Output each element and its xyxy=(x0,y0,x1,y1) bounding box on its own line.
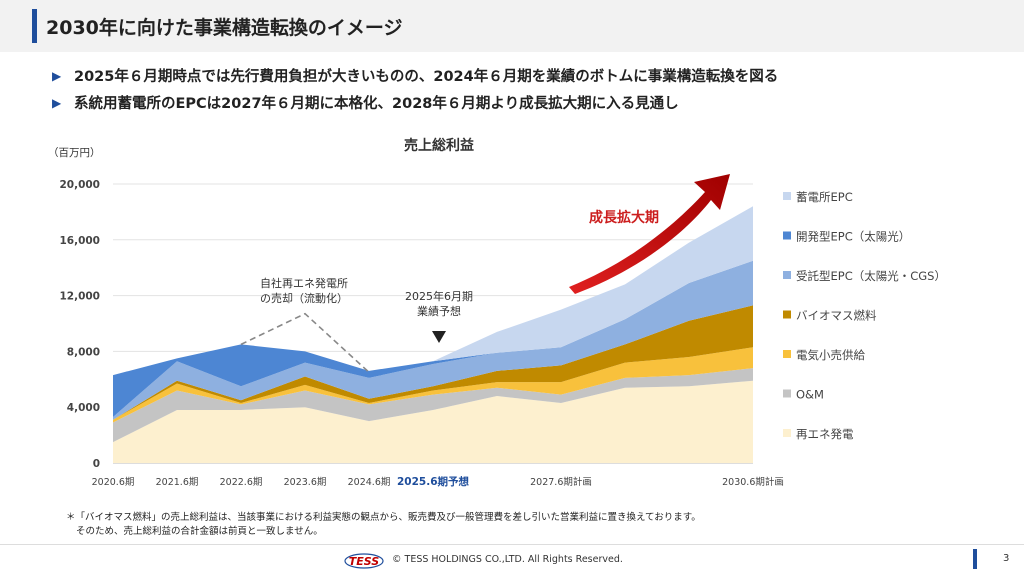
copyright-text: © TESS HOLDINGS CO.,LTD. All Rights Rese… xyxy=(392,554,623,565)
legend-label: 蓄電所EPC xyxy=(796,190,853,204)
area-series xyxy=(113,260,753,420)
footnote: ＊「バイオマス燃料」の売上総利益は、当該事業における利益実態の観点から、販売費及… xyxy=(66,511,701,539)
legend-swatch xyxy=(783,271,791,279)
x-tick-label: 2027.6期計画 xyxy=(530,476,592,488)
triangle-bullet-icon: ▶ xyxy=(52,68,62,83)
page-title: 2030年に向けた事業構造転換のイメージ xyxy=(46,17,403,39)
chart-title: 売上総利益 xyxy=(404,137,474,154)
title-bar: 2030年に向けた事業構造転換のイメージ xyxy=(0,0,1024,52)
forecast-annotation-line1: 2025年6月期 xyxy=(405,289,473,303)
bullet-list: ▶ 2025年６月期時点では先行費用負担が大きいものの、2024年６月期を業績の… xyxy=(52,62,1012,116)
y-tick-label: 12,000 xyxy=(59,291,100,303)
y-tick-label: 16,000 xyxy=(59,235,100,247)
footnote-line1: ＊「バイオマス燃料」の売上総利益は、当該事業における利益実態の観点から、販売費及… xyxy=(66,512,701,523)
legend-label: 受託型EPC（太陽光・CGS） xyxy=(796,269,946,283)
gross-profit-chart: 0 4,000 8,000 12,000 16,000 20,000 2020.6期 202… xyxy=(48,137,946,488)
area-series xyxy=(113,305,753,420)
legend-swatch xyxy=(783,310,791,319)
growth-label: 成長拡大期 xyxy=(589,209,659,226)
unit-label: （百万円） xyxy=(48,147,101,159)
x-tick-label: 2023.6期 xyxy=(284,477,327,488)
title-accent-bar xyxy=(32,9,37,43)
legend-label: 電気小売供給 xyxy=(796,348,865,362)
x-tick-label: 2022.6期 xyxy=(220,477,263,488)
forecast-arrow-icon xyxy=(432,331,446,343)
bullet-item: ▶ 2025年６月期時点では先行費用負担が大きいものの、2024年６月期を業績の… xyxy=(52,62,1012,89)
page-number: 3 xyxy=(1003,553,1010,564)
logo-text: TESS xyxy=(349,555,380,568)
tess-logo: TESS xyxy=(344,553,384,569)
bullet-item: ▶ 系統用蓄電所のEPCは2027年６月期に本格化、2028年６月期より成長拡大… xyxy=(52,89,1012,116)
footer-accent-bar xyxy=(973,549,977,569)
area-series xyxy=(113,368,753,443)
y-tick-label: 0 xyxy=(93,458,100,470)
y-tick-label: 20,000 xyxy=(59,179,100,191)
triangle-bullet-icon: ▶ xyxy=(52,95,62,110)
growth-arrow-icon xyxy=(569,174,730,294)
sale-dashed-line xyxy=(240,312,370,373)
x-tick-label: 2024.6期 xyxy=(348,477,391,488)
legend-label: O&M xyxy=(796,388,824,402)
sale-annotation-line2: の売却（流動化） xyxy=(260,291,348,305)
area-series xyxy=(113,206,753,376)
forecast-annotation-line2: 業績予想 xyxy=(417,304,461,318)
legend-label: バイオマス燃料 xyxy=(796,309,877,323)
footer-divider xyxy=(0,544,1024,545)
legend-swatch xyxy=(783,231,791,240)
legend-swatch xyxy=(783,389,791,398)
legend-label: 再エネ発電 xyxy=(796,427,854,441)
x-tick-label: 2030.6期計画 xyxy=(722,476,784,488)
x-tick-label: 2020.6期 xyxy=(92,477,135,488)
area-series xyxy=(113,380,753,463)
y-tick-label: 4,000 xyxy=(67,402,100,414)
legend-label: 開発型EPC（太陽光） xyxy=(796,230,910,244)
x-tick-label: 2021.6期 xyxy=(156,477,199,488)
legend-swatch xyxy=(783,192,791,200)
bullet-text: 系統用蓄電所のEPCは2027年６月期に本格化、2028年６月期より成長拡大期に… xyxy=(74,96,679,112)
bullet-text: 2025年６月期時点では先行費用負担が大きいものの、2024年６月期を業績のボト… xyxy=(74,69,779,85)
legend-swatch xyxy=(783,429,791,437)
footnote-line2: そのため、売上総利益の合計金額は前頁と一致しません。 xyxy=(76,526,323,537)
y-tick-label: 8,000 xyxy=(67,346,100,358)
legend-swatch xyxy=(783,350,791,358)
x-tick-label: 2025.6期予想 xyxy=(397,475,470,488)
sale-annotation-line1: 自社再エネ発電所 xyxy=(260,276,348,290)
